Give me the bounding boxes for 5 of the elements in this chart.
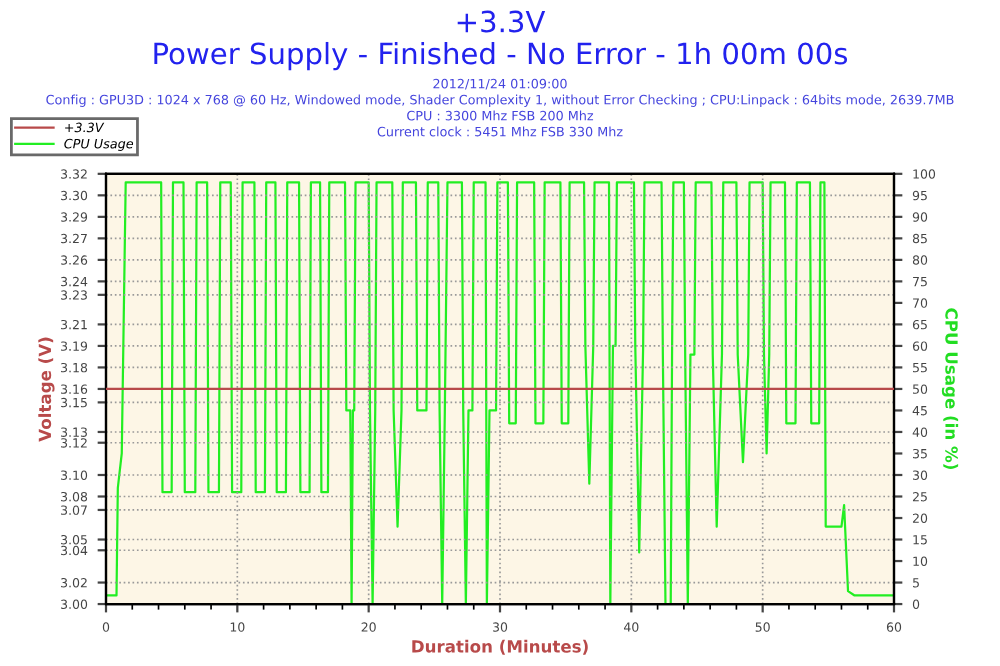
chart-subtitle: Power Supply - Finished - No Error - 1h 00m 00s: [154, 41, 848, 71]
x-axis-title: Duration (Minutes): [412, 639, 588, 655]
y-axis-title: Voltage (V): [38, 337, 55, 442]
y2-axis-title: CPU Usage (in %): [941, 308, 959, 469]
chart-title: +3.3V: [457, 10, 546, 33]
